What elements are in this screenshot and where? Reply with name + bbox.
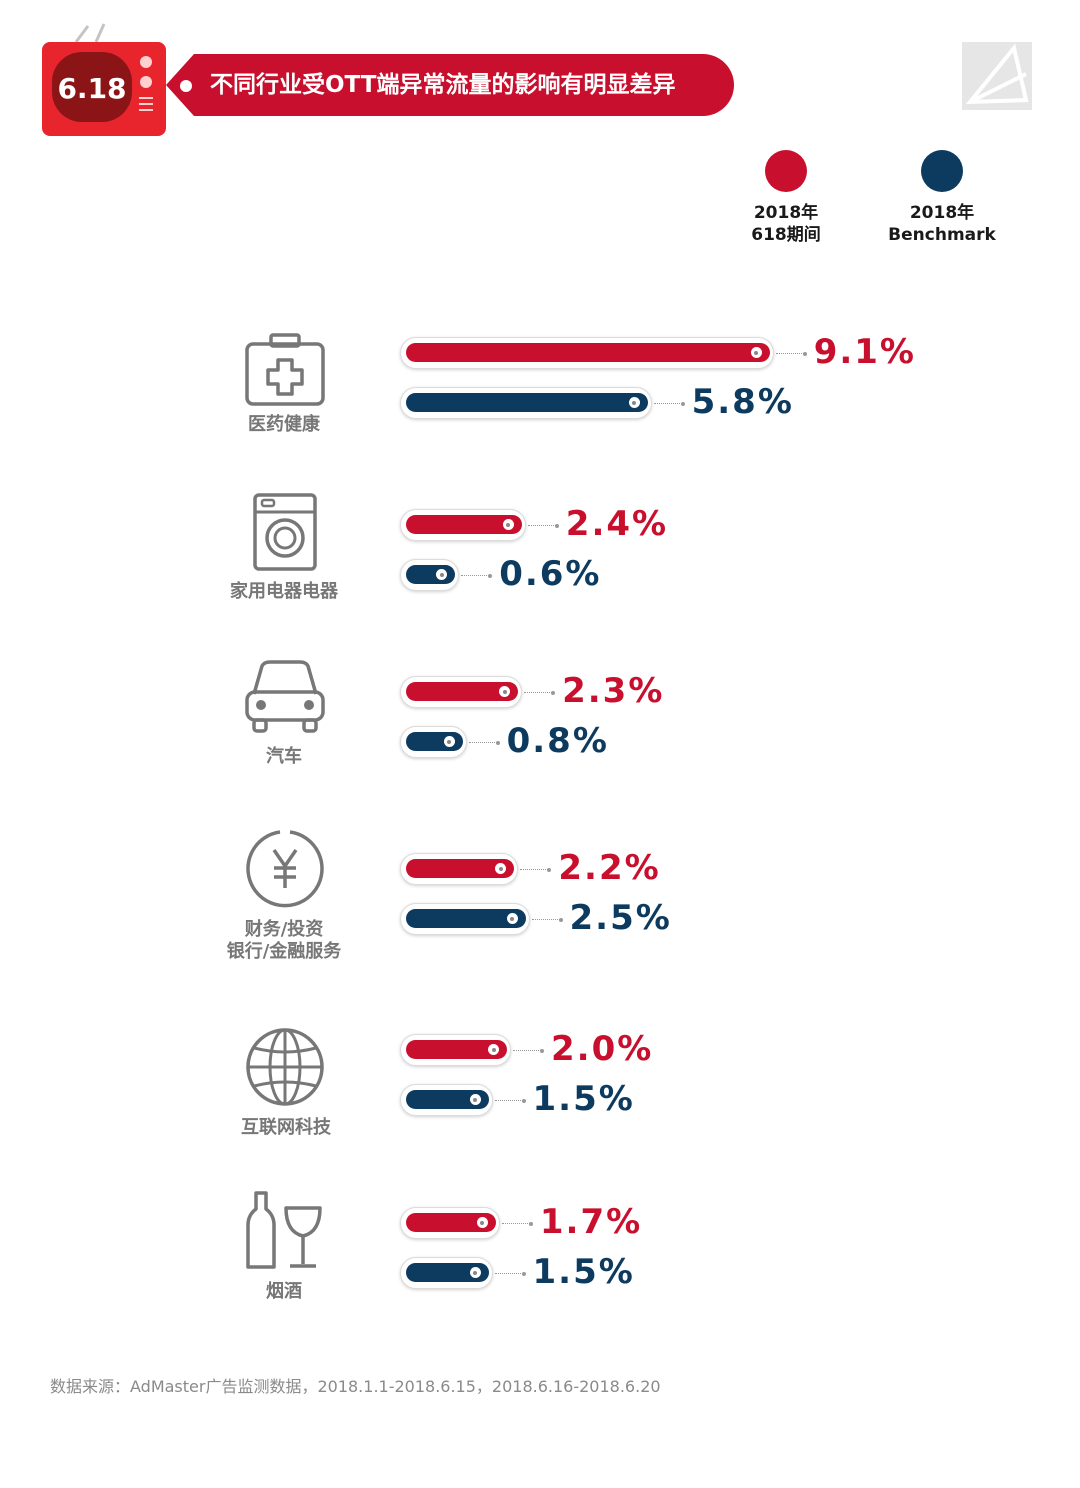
- value-label-benchmark: 2.5%: [569, 898, 672, 938]
- bar-618-track: [400, 1034, 511, 1066]
- bar-618: [406, 682, 519, 701]
- yuan-coin-icon: [246, 830, 324, 908]
- leader-line: [501, 1223, 530, 1224]
- bar-end-dot-icon: [750, 347, 762, 358]
- leader-dot: [528, 1221, 533, 1226]
- bar-end-dot-icon: [499, 686, 511, 697]
- legend-swatch-benchmark: [921, 150, 963, 192]
- bar-618: [406, 515, 522, 534]
- category-label: 互联网科技: [241, 1117, 331, 1138]
- value-label-benchmark: 1.5%: [532, 1252, 635, 1292]
- value-label-618: 2.0%: [551, 1029, 654, 1069]
- bar-end-dot-icon: [469, 1094, 481, 1105]
- value-label-618: 2.3%: [562, 671, 665, 711]
- leader-line: [461, 575, 490, 576]
- car-icon: [245, 660, 325, 733]
- legend-item-618: 2018年 618期间: [711, 150, 861, 246]
- wine-bottle-glass-icon: [246, 1191, 322, 1269]
- bar-benchmark: [406, 393, 648, 412]
- leader-line: [775, 353, 804, 354]
- leader-dot: [551, 690, 556, 695]
- value-label-618: 2.4%: [565, 504, 669, 544]
- bar-benchmark: [406, 565, 456, 584]
- bar-618-track: [400, 676, 523, 708]
- leader-dot: [495, 740, 500, 745]
- legend-label-618-line1: 2018年: [753, 203, 819, 223]
- bar-618: [406, 1040, 507, 1059]
- data-source-note: 数据来源：AdMaster广告监测数据，2018.1.1-2018.6.15，2…: [50, 1377, 661, 1396]
- bar-end-dot-icon: [469, 1267, 481, 1278]
- leader-dot: [488, 573, 493, 578]
- leader-dot: [521, 1098, 526, 1103]
- bar-end-dot-icon: [506, 913, 518, 924]
- bar-end-dot-icon: [476, 1217, 488, 1228]
- value-label-benchmark: 5.8%: [691, 382, 794, 422]
- bar-end-dot-icon: [436, 569, 448, 580]
- leader-dot: [521, 1271, 526, 1276]
- leader-dot: [558, 917, 563, 922]
- category-label: 烟酒: [266, 1281, 302, 1302]
- bar-618: [406, 859, 515, 878]
- bar-benchmark-track: [400, 1084, 493, 1116]
- value-label-618: 2.2%: [558, 848, 661, 888]
- leader-line: [653, 403, 682, 404]
- leader-dot: [680, 401, 685, 406]
- bar-benchmark-track: [400, 1257, 493, 1289]
- leader-line: [513, 1050, 541, 1051]
- brand-logo-icon: [962, 42, 1032, 110]
- category-label: 汽车: [266, 746, 302, 767]
- legend-item-benchmark: 2018年 Benchmark: [867, 150, 1017, 246]
- leader-line: [524, 692, 553, 693]
- bar-618-track: [400, 337, 774, 369]
- leader-line: [520, 869, 549, 870]
- leader-line: [531, 919, 560, 920]
- leader-line: [494, 1100, 523, 1101]
- value-label-benchmark: 0.6%: [499, 554, 602, 594]
- value-label-618: 9.1%: [813, 332, 916, 372]
- washing-machine-icon: [253, 493, 317, 571]
- value-label-benchmark: 0.8%: [506, 721, 609, 761]
- bar-618: [406, 1213, 496, 1232]
- bar-618: [406, 343, 770, 362]
- bar-benchmark-track: [400, 387, 652, 419]
- bar-618-track: [400, 853, 519, 885]
- bar-benchmark: [406, 1263, 489, 1282]
- bar-618-track: [400, 509, 526, 541]
- badge-text: 6.18: [57, 72, 126, 105]
- value-label-benchmark: 1.5%: [532, 1079, 635, 1119]
- bar-end-dot-icon: [502, 519, 514, 530]
- category-label: 家用电器电器: [230, 581, 338, 602]
- legend-swatch-618: [765, 150, 807, 192]
- medical-kit-icon: [245, 333, 325, 406]
- category-label: 医药健康: [248, 414, 320, 435]
- title-banner: [166, 54, 734, 116]
- category-label: 财务/投资 银行/金融服务: [226, 919, 342, 962]
- bar-end-dot-icon: [443, 736, 455, 747]
- bar-end-dot-icon: [628, 397, 640, 408]
- leader-line: [494, 1273, 523, 1274]
- leader-dot: [540, 1048, 544, 1053]
- bar-benchmark-track: [400, 903, 530, 935]
- bar-benchmark-track: [400, 726, 467, 758]
- bar-618-track: [400, 1207, 500, 1239]
- globe-icon: [246, 1028, 324, 1106]
- bar-benchmark: [406, 909, 526, 928]
- leader-line: [468, 742, 497, 743]
- bar-end-dot-icon: [495, 863, 507, 874]
- leader-dot: [547, 867, 552, 872]
- title-bullet: [180, 80, 192, 92]
- page-title: 不同行业受OTT端异常流量的影响有明显差异: [210, 72, 676, 98]
- legend-label-benchmark-line1: 2018年: [909, 203, 975, 223]
- tv-badge-icon: 6.18: [42, 23, 166, 136]
- leader-line: [527, 525, 556, 526]
- bar-benchmark-track: [400, 559, 460, 591]
- leader-dot: [554, 523, 559, 528]
- value-label-618: 1.7%: [539, 1202, 643, 1242]
- bar-end-dot-icon: [488, 1044, 499, 1055]
- bar-benchmark: [406, 1090, 489, 1109]
- legend-label-618-line2: 618期间: [751, 225, 821, 245]
- legend-label-benchmark-line2: Benchmark: [888, 225, 996, 245]
- leader-dot: [802, 351, 807, 356]
